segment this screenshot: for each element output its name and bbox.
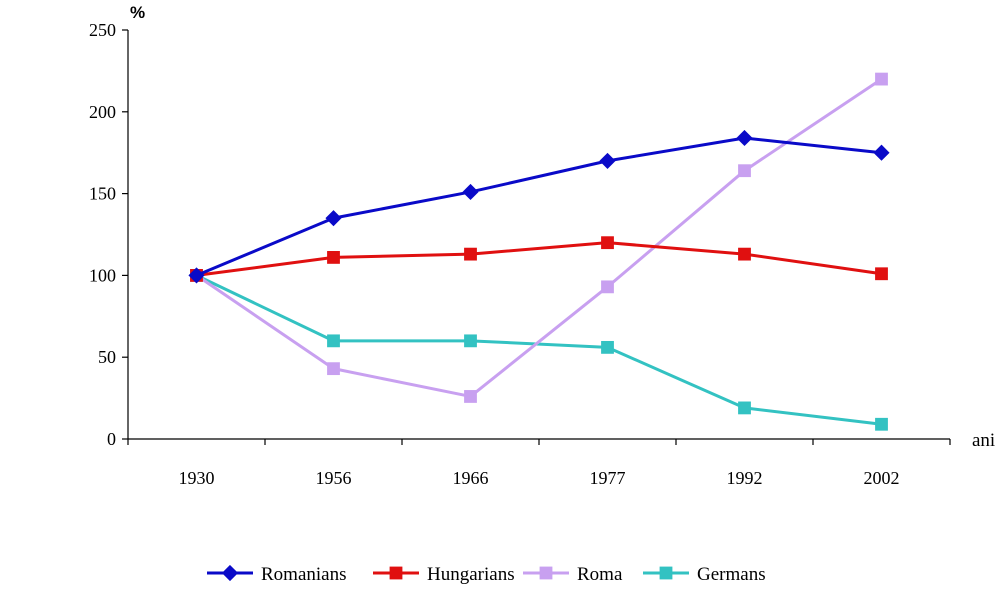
x-tick-label: 2002 [864,468,900,488]
legend-marker [659,566,673,580]
data-point [464,247,477,261]
y-tick-label: 200 [89,102,116,122]
legend-label: Romanians [261,564,347,585]
x-tick-label: 1966 [453,468,489,488]
series-roma [190,72,888,403]
x-tick-label: 1992 [727,468,763,488]
data-point [327,334,340,348]
series-line [195,77,883,398]
x-axis-unit: ani [972,430,995,451]
legend-label: Hungarians [427,564,515,585]
data-point [601,340,614,354]
series-hungarians [190,236,888,282]
legend-item-hungarians: Hungarians [373,564,515,585]
series-romanians [188,129,890,284]
y-tick-label: 50 [98,347,116,367]
data-point [738,164,751,178]
data-point [464,390,477,403]
y-tick-label: 100 [89,265,116,285]
legend-item-romanians: Romanians [207,564,347,585]
legend-marker [389,566,403,580]
series-line [196,241,882,277]
data-point [875,72,888,86]
data-point [462,183,479,201]
data-point [599,152,616,169]
legend-item-roma: Roma [523,564,623,585]
data-point [601,236,614,250]
series-germans [190,268,888,431]
y-tick-label: 250 [89,20,116,40]
y-tick-label: 0 [107,429,116,449]
series-layer [188,72,890,431]
y-ticks: 0 50 100 150 200 250 [89,20,128,449]
x-ticks: 1930 1956 1966 1977 1992 2002 [127,439,951,488]
data-point [736,129,753,147]
data-point [188,267,205,284]
data-point [738,247,751,261]
legend-item-germans: Germans [643,564,766,585]
data-point [601,280,614,294]
series-line [195,136,882,277]
data-point [327,251,340,264]
x-tick-label: 1956 [316,468,352,488]
legend-marker [221,564,239,582]
y-tick-label: 150 [89,184,116,204]
legend-label: Roma [577,564,623,585]
legend-marker [539,566,553,580]
data-point [327,362,340,376]
data-point [325,210,342,227]
series-line [195,274,882,426]
x-tick-label: 1977 [590,468,626,488]
data-point [873,144,890,161]
data-point [464,334,477,348]
legend-label: Germans [697,564,766,585]
data-point [875,417,888,431]
data-point [738,401,751,415]
legend: Romanians Hungarians Roma Germans [207,564,766,585]
x-tick-label: 1930 [179,468,215,488]
y-axis-unit: % [130,3,145,22]
data-point [875,267,888,281]
